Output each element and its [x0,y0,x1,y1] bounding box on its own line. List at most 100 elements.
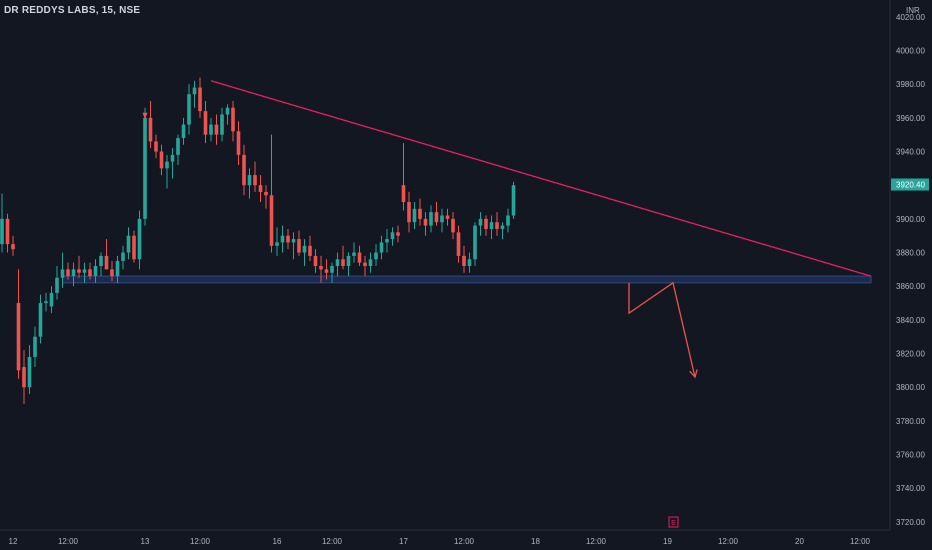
candle-body [269,195,274,246]
candle-body [148,117,153,142]
candle-body [27,356,32,388]
support-zone-rect[interactable] [62,275,872,284]
candle-body [242,154,246,186]
candle-body [82,269,87,273]
candle-body [33,336,37,357]
price-tick-label: 3780.00 [896,417,925,426]
time-axis[interactable]: 12 12:00 13 12:00 16 12:00 17 12:00 18 12:00 19 12:… [9,537,871,546]
candle-body [170,154,175,162]
candle-body [121,252,125,261]
price-tick-label: 3760.00 [896,451,925,460]
candle-body [401,185,406,203]
candle-body [374,252,378,260]
drawing-layer[interactable] [142,80,872,379]
projection-path[interactable] [628,281,696,378]
candle-body [429,212,433,226]
candle-body [495,222,499,229]
candle-body [379,242,384,253]
descending-trendline[interactable] [210,80,872,277]
candle-body [462,255,466,266]
candle-body [467,259,472,266]
candle-body [324,269,329,273]
candle-body [16,303,21,371]
candle-body [489,222,494,229]
candle-body [297,239,301,253]
price-tick-label: 4000.00 [896,47,925,56]
price-tick-label: 3720.00 [896,518,925,527]
candle-body [456,232,461,256]
candle-body [280,235,285,243]
candle-body [478,218,483,226]
candle-body [341,259,345,266]
price-axis[interactable]: 4020.00 4000.00 3980.00 3960.00 3940.00 3920.… [896,13,925,527]
time-tick-label: 16 [273,537,282,546]
candle-body [412,208,417,223]
candle-body [115,260,120,277]
price-tick-label: 3880.00 [896,249,925,258]
price-tick-label: 3980.00 [896,80,925,89]
candle-body [506,215,510,226]
candle-body [126,235,131,253]
candle-body [165,161,169,169]
candle-body [385,239,389,243]
time-tick-label: 12:00 [718,537,739,546]
candle-body [434,212,439,223]
candle-body [440,215,444,223]
price-tick-label: 3860.00 [896,282,925,291]
support-zone[interactable] [62,275,872,284]
price-tick-label: 3960.00 [896,114,925,123]
candle-body [264,191,268,196]
candle-body [99,255,103,266]
earnings-marker-box[interactable] [668,516,679,528]
candle-body [77,269,81,273]
candle-body [132,235,136,260]
symbol-title[interactable]: DR REDDYS LABS, 15, NSE [4,5,141,16]
candle-body [247,175,252,186]
candle-body [5,218,10,245]
candle-body [330,266,334,273]
candle-body [231,107,235,132]
candle-body [55,277,59,293]
time-tick-label: 17 [399,537,408,546]
projection-arrowhead [689,369,698,379]
candle-body [0,218,4,245]
time-tick-label: 12:00 [58,537,79,546]
price-tick-label: 3840.00 [896,316,925,325]
candle-body [258,185,263,192]
candle-body [484,218,488,229]
candle-body [88,269,92,277]
candle-body [473,225,477,260]
candle-body [302,245,307,253]
candle-body [445,215,450,219]
candle-body [44,301,48,304]
time-tick-label: 20 [795,537,804,546]
earnings-marker[interactable]: E [668,516,679,528]
candle-body [192,87,197,95]
candle-body [110,269,114,277]
candle-body [104,255,109,270]
time-tick-label: 12 [9,537,18,546]
candle-body [214,124,219,135]
earnings-marker-label: E [671,520,676,527]
time-tick-label: 13 [141,537,150,546]
candle-body [176,138,180,155]
candle-body [418,208,422,219]
price-tick-label: 3740.00 [896,484,925,493]
candle-body [407,202,411,223]
price-tick-label: 3900.00 [896,215,925,224]
time-tick-label: 12:00 [322,537,343,546]
candle-body [357,252,362,263]
candle-body [198,87,202,112]
candle-body [66,269,70,277]
candle-body [319,266,323,270]
candle-body [313,255,318,266]
candle-body [346,255,351,266]
candle-body [60,269,65,278]
time-tick-label: 12:00 [586,537,607,546]
candle-body [500,225,505,229]
candle-body [236,131,241,155]
candle-body [335,259,340,266]
candle-body [423,218,428,226]
candle-body [253,175,257,186]
